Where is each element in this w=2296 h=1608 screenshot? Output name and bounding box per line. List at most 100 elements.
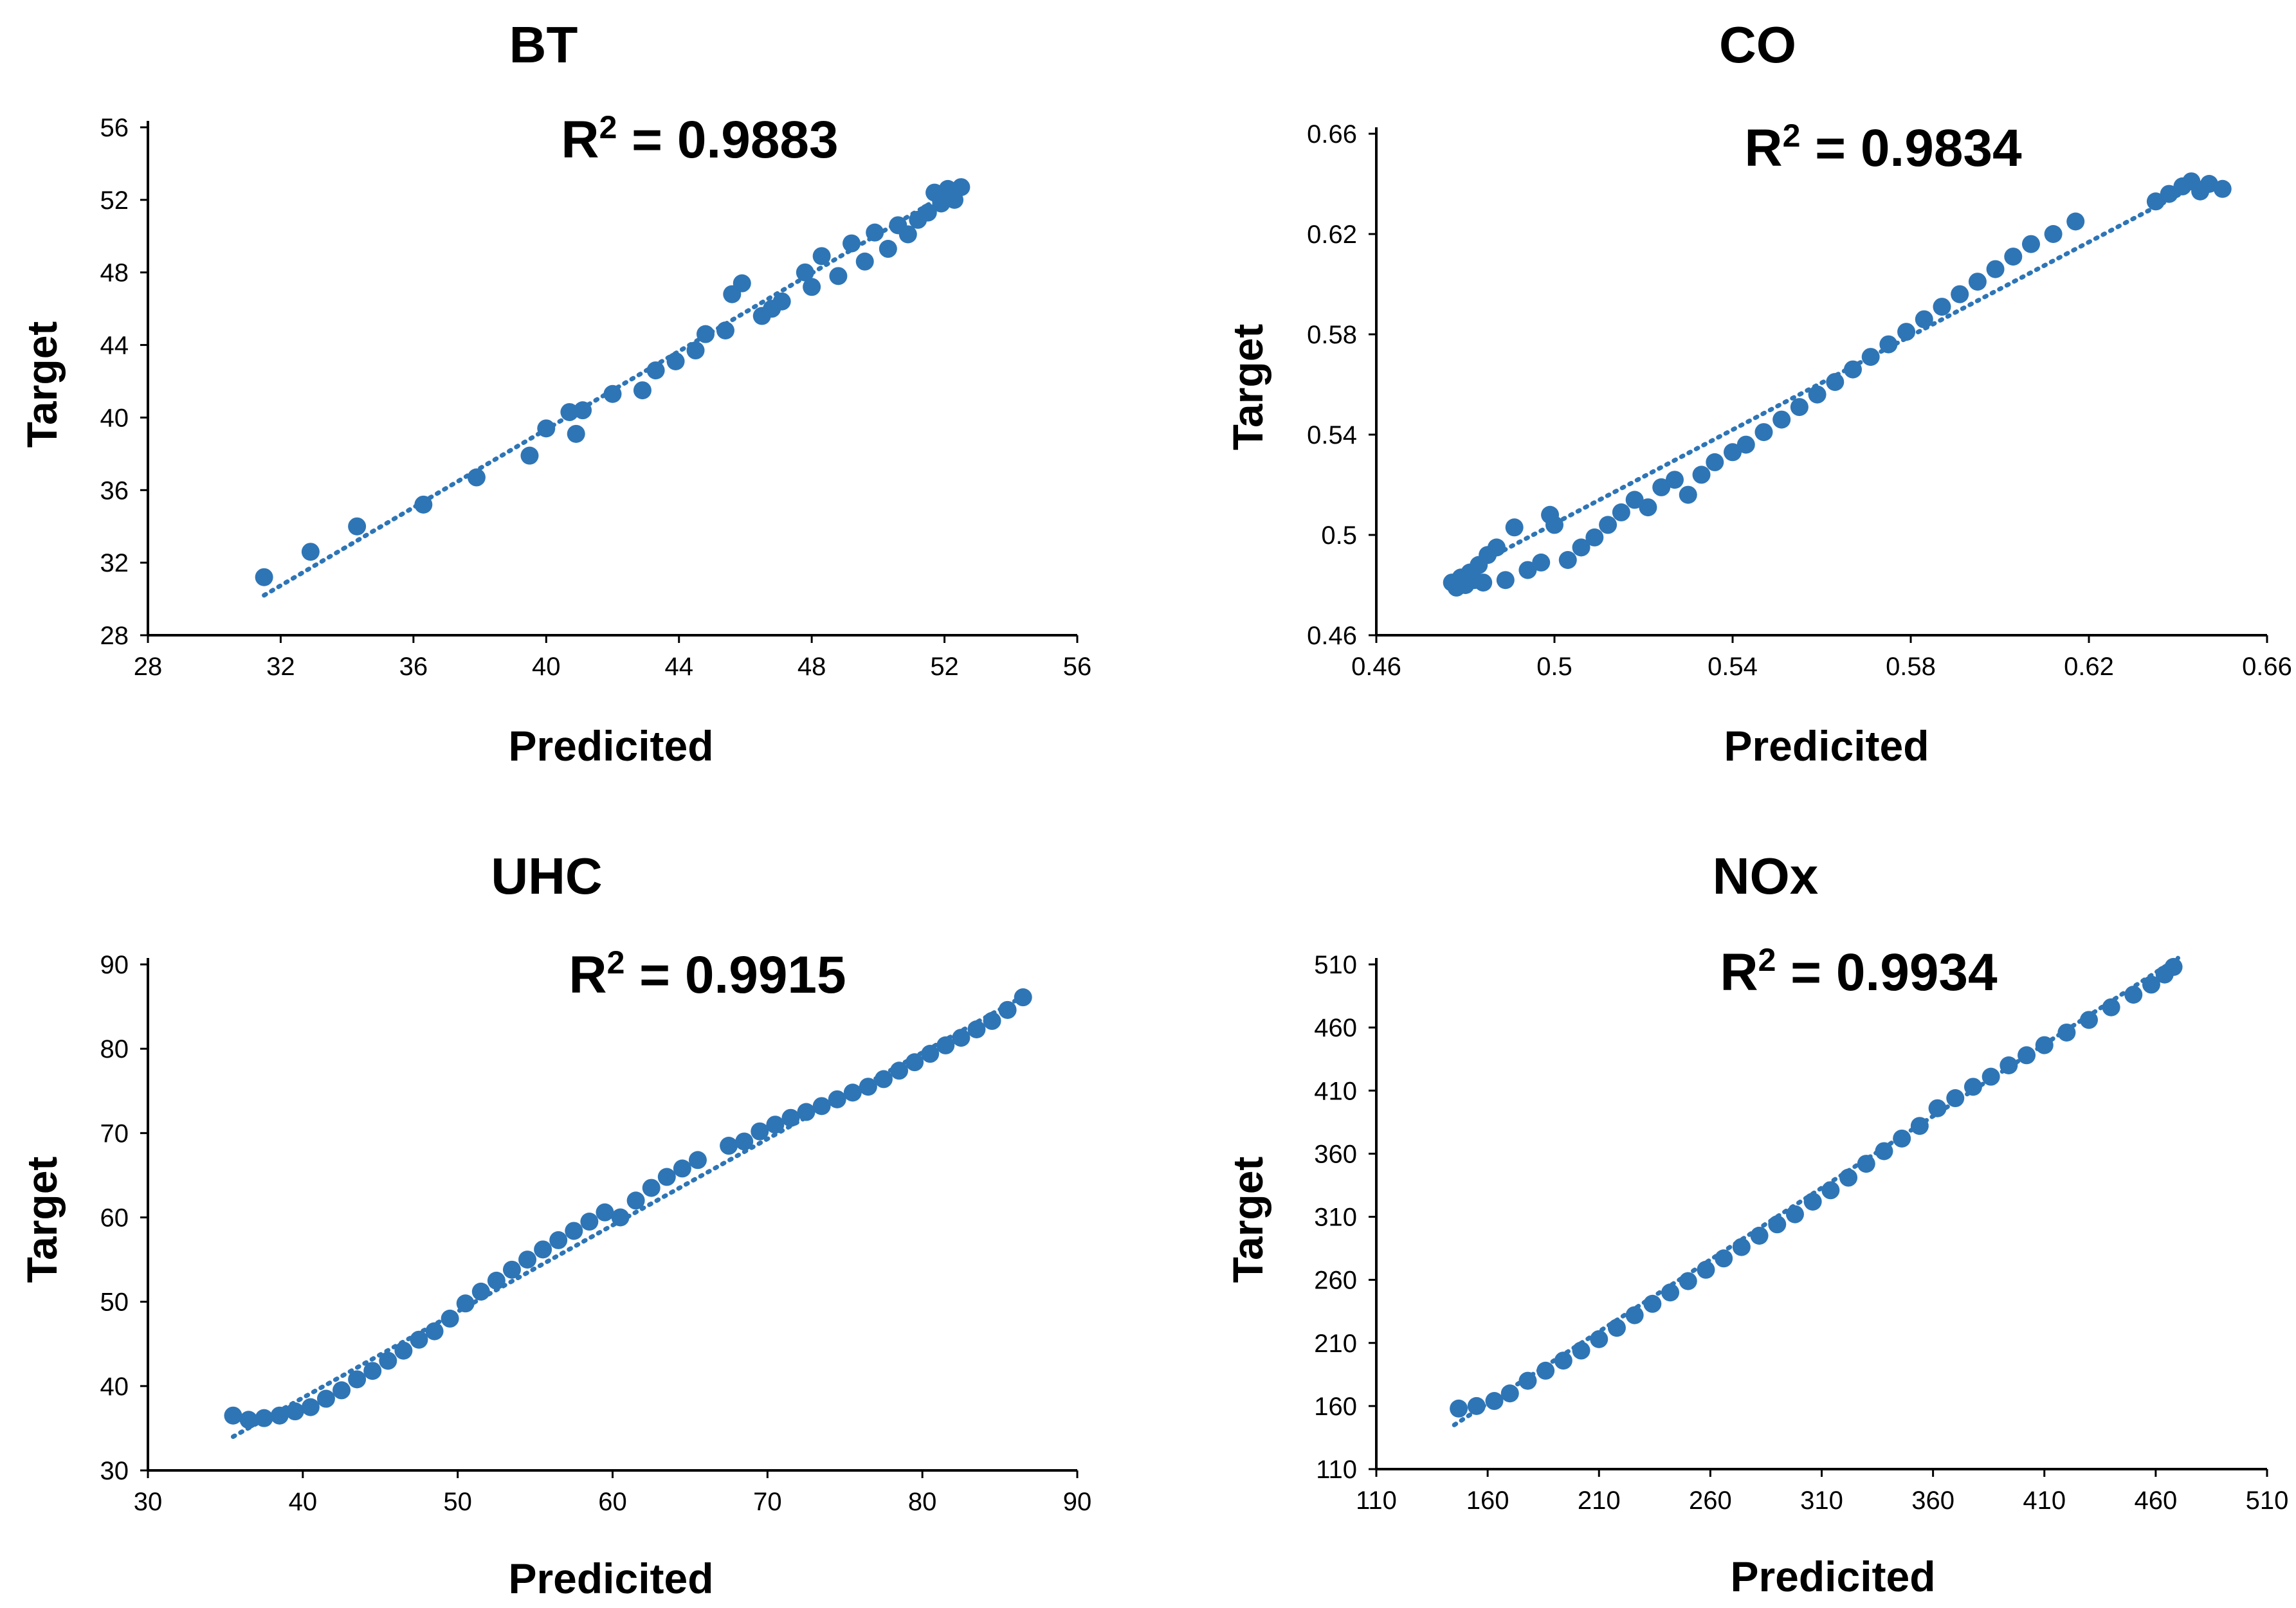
data-point [2018,1046,2036,1065]
data-point [879,240,897,258]
y-axis-label-co: Target [1224,324,1271,451]
data-point [1790,398,1809,417]
data-point [1754,423,1773,442]
x-tick-label: 410 [2023,1486,2066,1515]
data-point [843,1083,862,1102]
data-point [1532,553,1551,572]
data-point [1897,323,1916,341]
data-point [1558,551,1577,569]
data-point [998,1000,1017,1019]
data-point [456,1294,475,1313]
data-points-bt [255,178,970,586]
data-point [1661,1283,1680,1302]
y-tick-label: 52 [100,186,129,215]
data-point [560,402,579,421]
data-point [1785,1205,1804,1224]
data-point [1968,273,1987,291]
data-point [518,1251,537,1269]
data-point [565,1222,583,1240]
data-point [1692,465,1711,484]
r2-value: = 0.9883 [617,111,838,169]
x-tick-label: 360 [1911,1486,1954,1515]
data-point [2057,1023,2076,1042]
y-tick-label: 50 [100,1288,129,1317]
data-point [1612,503,1630,521]
data-point [1496,571,1515,590]
r2-superscript: 2 [1758,942,1776,978]
data-point [1951,285,1969,303]
data-point [642,1179,661,1197]
y-tick-label: 110 [1316,1456,1357,1484]
data-point [2044,225,2063,243]
data-point [1607,1319,1626,1337]
chart-panel-uhc: UHC R2 = 0.9915 Predicited Target 30 40 50… [18,847,1091,1602]
data-point [410,1330,428,1349]
data-point [673,1159,691,1178]
data-point [1875,1142,1893,1161]
y-tick-label: 0.46 [1307,622,1357,650]
data-point [537,419,556,438]
x-tick-label: 32 [266,653,295,681]
data-point [471,1282,490,1301]
y-tick-label: 460 [1314,1014,1357,1042]
data-point [441,1309,459,1328]
data-point [890,1061,909,1080]
data-point [549,1231,568,1249]
x-tick-label: 50 [443,1488,472,1516]
x-axis-label-uhc: Predicited [508,1555,713,1602]
r-squared-label-uhc: R2 = 0.9915 [569,944,846,1004]
data-point [781,1108,800,1127]
data-point [796,263,814,282]
r2-value: = 0.9834 [1800,119,2022,177]
data-point [425,1322,444,1341]
data-point [2004,248,2023,266]
data-point [626,1191,645,1210]
chart-title-bt: BT [509,16,578,73]
data-point [967,1020,986,1038]
data-point [646,361,665,380]
y-axis-label-uhc: Target [18,1157,66,1283]
data-point [1665,471,1684,489]
data-point [936,1036,955,1054]
data-point [301,543,320,561]
r2-symbol: R [561,111,599,169]
x-tick-label: 90 [1063,1488,1092,1516]
y-tick-label: 36 [100,476,129,505]
axes-co: 0.46 0.5 0.54 0.58 0.62 0.66 0.46 0.5 0.54 0.58 0.… [1307,120,2292,681]
data-point [1706,453,1724,471]
y-tick-label: 60 [100,1204,129,1233]
data-point [1625,1306,1644,1324]
data-point [467,468,486,487]
y-tick-label: 40 [100,404,129,432]
data-point [1839,1168,1858,1187]
data-point [1518,561,1537,579]
axes-bt: 28 32 36 40 44 48 52 56 28 32 36 40 44 48 52 56 [100,114,1092,681]
y-tick-label: 32 [100,549,129,577]
r2-symbol: R [1744,119,1782,177]
x-tick-label: 160 [1466,1486,1509,1515]
data-point [797,1103,815,1121]
data-point [843,234,861,253]
x-tick-label: 0.58 [1886,653,1936,681]
data-point [1732,1238,1751,1256]
x-tick-label: 0.66 [2242,653,2292,681]
data-point [2080,1011,2098,1029]
y-axis-label-nox: Target [1224,1157,1271,1283]
data-point [603,384,622,403]
data-point [1821,1181,1840,1200]
y-tick-label: 44 [100,332,129,360]
x-tick-label: 60 [598,1488,627,1516]
data-point [657,1168,676,1186]
y-tick-label: 0.62 [1307,221,1357,249]
data-point [918,203,937,222]
data-point [1946,1089,1965,1108]
data-point [803,278,821,296]
data-point [1679,485,1697,504]
data-point [1843,360,1862,379]
data-point [1724,443,1742,462]
data-point [1750,1226,1769,1245]
data-point [1826,373,1845,392]
data-point [2213,179,2232,198]
data-point [316,1389,335,1408]
data-point [363,1362,382,1380]
